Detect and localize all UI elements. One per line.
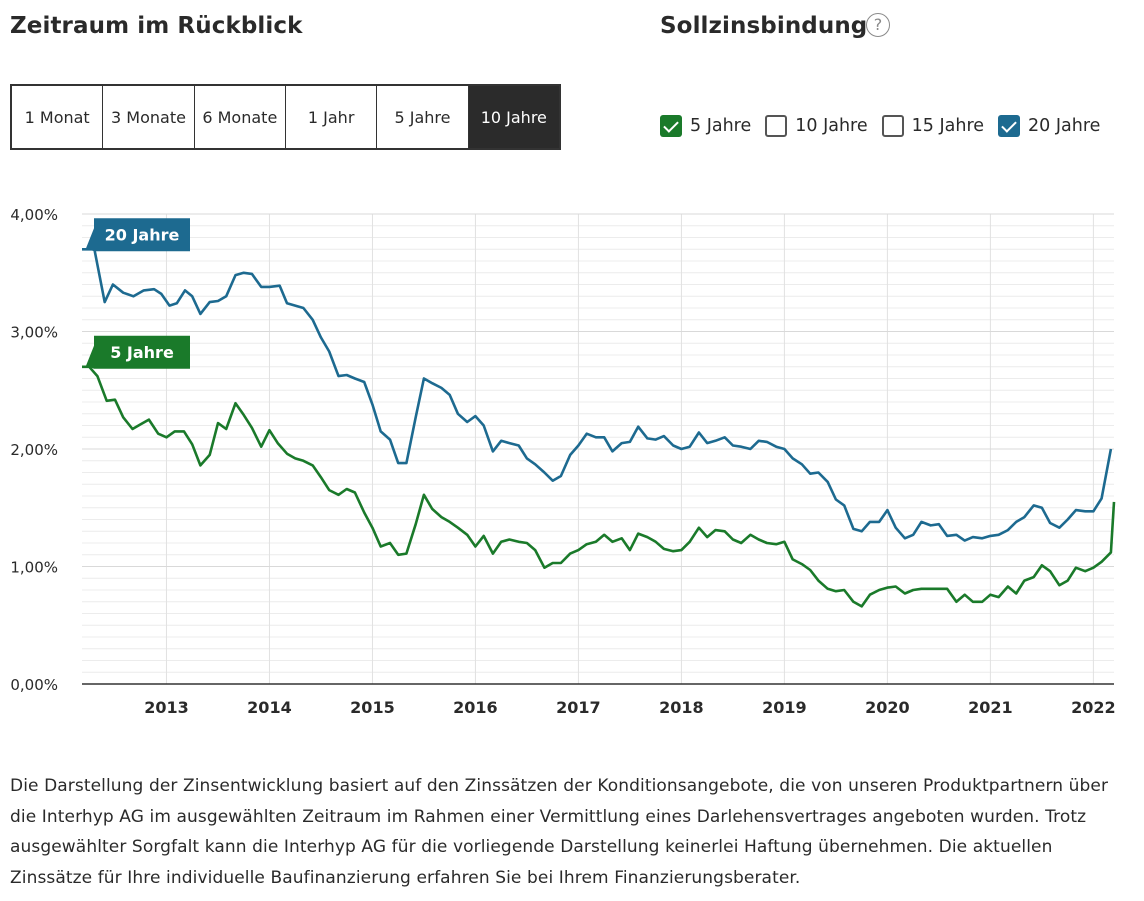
x-tick-label: 2016 — [453, 698, 498, 717]
checkbox-10-jahre[interactable] — [765, 115, 788, 137]
x-tick-label: 2021 — [968, 698, 1013, 717]
series-line-5-jahre — [82, 365, 1116, 608]
checkbox-label-10-jahre: 10 Jahre — [795, 116, 868, 136]
x-tick-label: 2015 — [350, 698, 395, 717]
x-tick-label: 2019 — [762, 698, 807, 717]
x-tick-label: 2014 — [247, 698, 292, 717]
checkbox-20-jahre[interactable] — [998, 115, 1021, 137]
range-heading: Zeitraum im Rückblick — [10, 13, 303, 39]
binding-option-15-jahre[interactable]: 15 Jahre — [881, 115, 985, 137]
checkbox-5-jahre[interactable] — [660, 115, 682, 137]
checkbox-15-jahre[interactable] — [881, 115, 904, 137]
range-option-3-monate[interactable]: 3 Monate — [103, 86, 195, 148]
binding-option-5-jahre[interactable]: 5 Jahre — [660, 115, 751, 137]
series-tag-box — [94, 335, 190, 369]
x-tick-label: 2022 — [1071, 698, 1116, 717]
series-tag-box — [94, 218, 190, 252]
series-tag-label: 20 Jahre — [105, 225, 180, 244]
binding-option-10-jahre[interactable]: 10 Jahre — [765, 115, 868, 137]
help-icon[interactable]: ? — [866, 13, 890, 37]
range-option-1-jahr[interactable]: 1 Jahr — [285, 86, 378, 148]
disclaimer-text: Die Darstellung der Zinsentwicklung basi… — [10, 776, 1109, 888]
x-tick-label: 2018 — [659, 698, 704, 717]
x-tick-label: 2013 — [144, 698, 189, 717]
series-tag-pointer — [86, 228, 94, 252]
y-tick-label: 4,00% — [10, 206, 58, 224]
range-option-1-monat[interactable]: 1 Monat — [12, 86, 104, 148]
x-tick-label: 2020 — [865, 698, 910, 717]
series-tag-20-jahre: 20 Jahre — [86, 218, 190, 252]
range-option-5-jahre[interactable]: 5 Jahre — [377, 86, 469, 148]
checkbox-label-15-jahre: 15 Jahre — [911, 116, 985, 136]
series-tag-label: 5 Jahre — [110, 343, 174, 362]
x-tick-label: 2017 — [556, 698, 601, 717]
y-tick-label: 0,00% — [10, 676, 58, 694]
checkbox-label-20-jahre: 20 Jahre — [1028, 116, 1101, 136]
series-line-20-jahre — [82, 248, 1113, 542]
range-option-6-monate[interactable]: 6 Monate — [194, 86, 286, 148]
y-tick-label: 3,00% — [10, 324, 58, 342]
y-tick-label: 1,00% — [10, 559, 58, 577]
binding-checkbox-group: 5 Jahre 10 Jahre 15 Jahre 20 Jahre — [660, 113, 1100, 139]
y-tick-label: 2,00% — [10, 441, 58, 459]
range-selector: 1 Monat 3 Monate 6 Monate 1 Jahr 5 Jahre… — [10, 84, 561, 150]
series-tag-5-jahre: 5 Jahre — [86, 335, 190, 369]
checkbox-label-5-jahre: 5 Jahre — [690, 116, 752, 136]
range-option-10-jahre[interactable]: 10 Jahre — [468, 86, 559, 148]
interest-rate-chart: 0,00% 1,00% 2,00% 3,00% 4,00% 2013 2014 2015 201… — [10, 206, 1116, 717]
series-tag-pointer — [86, 345, 94, 369]
binding-option-20-jahre[interactable]: 20 Jahre — [998, 115, 1100, 137]
binding-heading: Sollzinsbindung — [660, 13, 868, 39]
